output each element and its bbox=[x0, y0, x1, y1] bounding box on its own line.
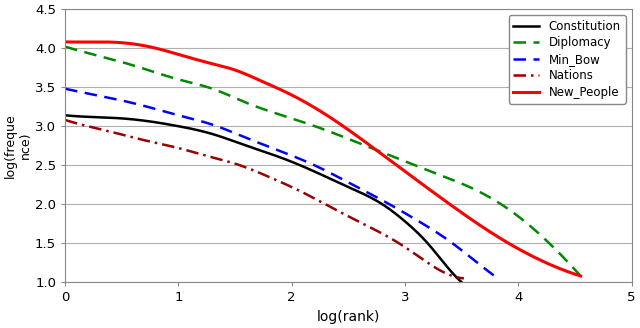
New_People bbox=[154, 47, 161, 51]
Constitution bbox=[360, 192, 367, 196]
Diplomacy bbox=[194, 82, 202, 86]
Nations bbox=[61, 118, 69, 122]
Min_Bow bbox=[387, 203, 395, 207]
Constitution bbox=[326, 176, 333, 180]
Nations bbox=[460, 277, 468, 280]
X-axis label: log(rank): log(rank) bbox=[317, 310, 380, 324]
Min_Bow bbox=[173, 113, 180, 117]
Min_Bow bbox=[257, 142, 265, 146]
Constitution bbox=[295, 163, 303, 167]
Constitution bbox=[163, 122, 171, 126]
Min_Bow bbox=[350, 183, 358, 187]
Diplomacy bbox=[406, 161, 413, 165]
Nations bbox=[242, 165, 250, 169]
Constitution bbox=[458, 280, 465, 284]
Legend: Constitution, Diplomacy, Min_Bow, Nations, New_People: Constitution, Diplomacy, Min_Bow, Nation… bbox=[509, 15, 626, 104]
New_People bbox=[406, 174, 414, 177]
Min_Bow bbox=[138, 103, 145, 107]
New_People bbox=[451, 205, 458, 209]
Line: Diplomacy: Diplomacy bbox=[65, 47, 580, 276]
Constitution bbox=[241, 143, 248, 147]
New_People bbox=[366, 143, 374, 147]
New_People bbox=[577, 274, 584, 278]
New_People bbox=[195, 58, 202, 62]
Diplomacy bbox=[152, 71, 160, 75]
Diplomacy bbox=[577, 274, 584, 278]
Line: New_People: New_People bbox=[65, 42, 580, 276]
Diplomacy bbox=[294, 119, 302, 123]
Line: Nations: Nations bbox=[65, 120, 464, 278]
Nations bbox=[132, 136, 140, 140]
Nations bbox=[296, 189, 304, 193]
Nations bbox=[362, 223, 369, 227]
Line: Constitution: Constitution bbox=[65, 115, 461, 282]
Constitution bbox=[131, 118, 139, 122]
New_People bbox=[93, 40, 100, 44]
Nations bbox=[328, 206, 335, 210]
Min_Bow bbox=[494, 277, 502, 280]
Diplomacy bbox=[365, 145, 372, 149]
Nations bbox=[164, 144, 172, 148]
Constitution bbox=[61, 113, 69, 117]
New_People bbox=[61, 40, 69, 44]
Min_Bow bbox=[61, 87, 69, 91]
Line: Min_Bow: Min_Bow bbox=[65, 89, 498, 278]
Diplomacy bbox=[61, 45, 69, 49]
Diplomacy bbox=[449, 178, 457, 182]
New_People bbox=[295, 97, 303, 101]
Min_Bow bbox=[316, 166, 324, 170]
Y-axis label: log(freque
nce): log(freque nce) bbox=[4, 113, 32, 178]
